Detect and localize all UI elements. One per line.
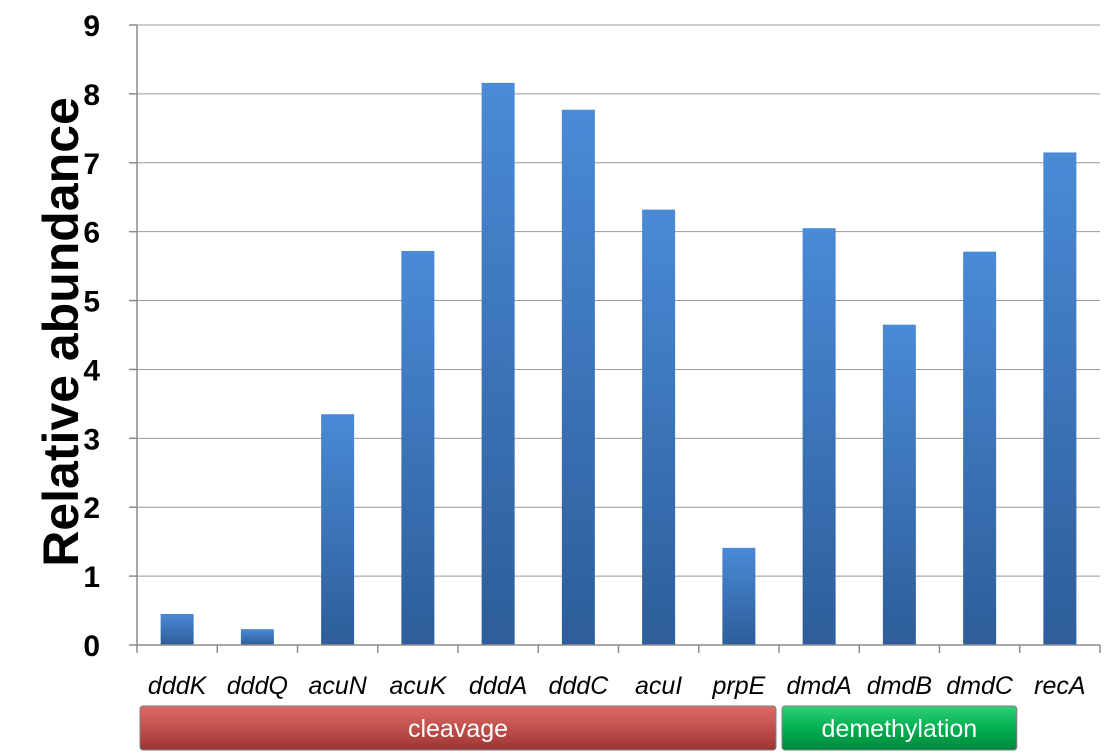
bar-acuN: [321, 414, 355, 645]
x-tick-label: dmdB: [867, 672, 932, 700]
bar-dddQ: [240, 629, 274, 645]
x-tick-label: dddC: [548, 672, 609, 700]
x-tick-label: dmdC: [946, 672, 1014, 700]
y-tick-label: 5: [83, 286, 100, 319]
axes: [136, 25, 1101, 653]
y-tick-label: 4: [83, 354, 100, 387]
bar-acuI: [642, 209, 676, 645]
y-tick-label: 2: [83, 492, 100, 525]
y-tick-label: 6: [83, 217, 100, 250]
x-tick-label: recA: [1034, 672, 1085, 700]
bar-prpE: [722, 547, 756, 645]
y-tick-label: 9: [83, 10, 100, 43]
bar-dmdC: [963, 251, 997, 645]
group-label: demethylation: [822, 715, 978, 743]
y-tick-label: 8: [83, 79, 100, 112]
x-tick-label: dmdA: [786, 672, 851, 700]
y-tick-labels: 0 1 2 3 4 5 6 7 8 9: [83, 10, 100, 663]
bar-dmdA: [802, 228, 836, 645]
gridlines: [129, 24, 1100, 646]
bar-dddC: [561, 109, 595, 645]
bar-dddK: [160, 614, 194, 645]
y-tick-label: 1: [83, 561, 100, 594]
x-tick-label: dddA: [469, 672, 527, 700]
group-band-cleavage: [139, 705, 777, 751]
y-tick-label: 3: [83, 423, 100, 456]
group-label: cleavage: [408, 715, 508, 743]
x-tick-label: dddK: [148, 672, 208, 700]
x-category-labels: dddK dddQ acuN acuK dddA dddC acuI prpE dmdA dmdB…: [148, 672, 1086, 700]
x-tick-label: prpE: [711, 672, 765, 700]
x-tick-label: dddQ: [227, 672, 288, 700]
bars: [160, 82, 1077, 645]
x-tick-label: acuK: [389, 672, 447, 700]
bar-recA: [1043, 152, 1077, 645]
y-tick-label: 7: [83, 148, 100, 181]
group-band-demethylation: [781, 705, 1018, 751]
y-tick-label: 0: [83, 630, 100, 663]
bar-acuK: [401, 250, 435, 645]
bar-dmdB: [882, 324, 916, 645]
x-tick-label: acuN: [308, 672, 367, 700]
group-bands: cleavage demethylation: [139, 705, 1018, 751]
x-tick-label: acuI: [635, 672, 682, 700]
y-axis-title: Relative abundance: [33, 97, 89, 567]
bar-dddA: [481, 82, 515, 645]
